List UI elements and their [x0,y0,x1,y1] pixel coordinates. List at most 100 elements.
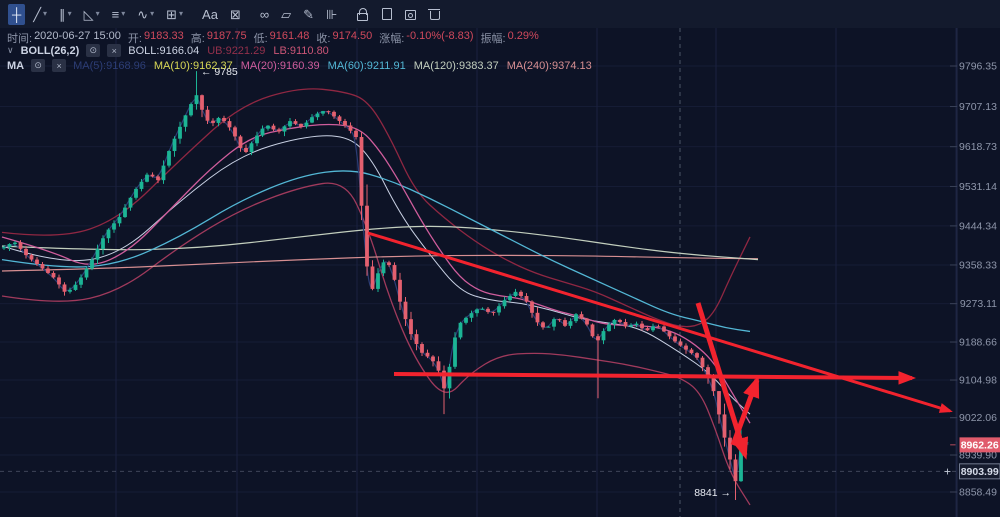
ma-indicator-row: MA ⊙ × MA(5):9168.96 MA(10):9162.37 MA(20)… [7,59,592,72]
boll-value: LB:9110.80 [273,44,329,57]
crosshair-tool[interactable]: ┼ [8,3,26,25]
y-axis-tick-label: 9358.33 [959,259,997,271]
crosshair-price-value: 8903.99 [961,466,999,478]
bounce-arrow [730,375,760,446]
ma-indicator-title: MA [7,59,25,72]
boll-close-icon[interactable]: × [107,44,122,57]
lock-drawings-tool[interactable] [352,4,372,25]
trend-line-tool-icon: ╱ [33,6,42,22]
horizontal-line-tool-icon: ≡ [111,6,120,22]
rectangle-tool[interactable]: ⊞ ▾ [162,4,187,25]
y-axis-tick-label: 9104.98 [959,375,997,387]
indicator-line-ma240 [1,254,759,272]
y-axis-tick-label: 9531.14 [959,181,997,193]
ma-value: MA(5):9168.96 [73,59,146,72]
support-line [393,371,916,385]
measure-tool-icon: ⊪ [326,6,338,22]
descending-trendline [367,231,953,413]
pitchfork-tool-icon: ◺ [83,6,94,22]
y-axis-tick-label: 9444.34 [959,220,997,232]
ohlc-field: 收: 9174.50 [316,30,373,45]
crosshair-price-badge [959,463,1000,480]
y-axis-tick-label: 8939.90 [959,450,997,462]
crosshair-tool-icon: ┼ [12,6,22,22]
snapshot-tool-icon [404,8,416,20]
boll-settings-icon[interactable]: ⊙ [86,44,101,57]
ma-value: MA(10):9162.37 [153,59,233,72]
chevron-down-icon[interactable]: ∨ [7,45,14,55]
chevron-down-icon: ▾ [179,9,184,18]
ma-close-icon[interactable]: × [52,59,67,72]
pitchfork-tool[interactable]: ◺ ▾ [80,4,104,25]
eraser-tool[interactable]: ▱ [277,4,295,25]
indicator-line-ma60 [1,170,751,333]
session-low-label: 8841 → [694,487,731,499]
y-axis-tick-label: 9618.73 [959,141,997,153]
ohlc-field: 高: 9187.75 [190,30,247,45]
ohlc-field: 开: 9183.33 [127,30,184,45]
ohlc-info-row: 时间: 2020-06-27 15:00 开: 9183.33 高: 9187.75 低: 9… [7,30,539,46]
parallel-channel-tool-icon: ∥ [59,6,66,22]
text-tool[interactable]: Aa [198,4,222,25]
indicator-line-ma20 [1,123,751,424]
freehand-brush-tool[interactable]: ✎ [299,4,318,25]
ma-value: MA(120):9383.37 [413,59,499,72]
text-tool-icon: Aa [202,6,218,22]
bookmark-tool[interactable] [376,4,396,25]
ma-value: MA(240):9374.13 [506,59,592,72]
rectangle-tool-icon: ⊞ [166,6,178,22]
erase-drawings-tool[interactable]: ⊠ [226,4,245,25]
boll-indicator-title: BOLL(26,2) [20,44,80,57]
indicator-line-boll_ub [1,88,751,328]
drawing-toolbar: ┼ ╱ ▾ ∥ ▾ ◺ ▾ ≡ ▾ ∿ ▾ ⊞ ▾ Aa ⊠ ∞ ▱ ✎ ⊪ [0,0,1000,28]
horizontal-line-tool[interactable]: ≡ ▾ [108,4,130,25]
indicator-line-ma120 [1,225,759,261]
boll-value: UB:9221.29 [207,44,266,57]
delete-drawings-tool-icon [428,8,440,20]
snapshot-tool[interactable] [400,4,420,25]
erase-drawings-tool-icon: ⊠ [229,6,241,22]
circle-link-tool[interactable]: ∞ [256,4,273,25]
current-price-badge [959,437,1000,453]
chevron-down-icon: ▾ [95,9,100,18]
delete-drawings-tool[interactable] [424,4,444,25]
ohlc-field: 涨幅: -0.10%(-8.83) [379,30,474,45]
ohlc-field: 时间: 2020-06-27 15:00 [7,30,121,45]
candles-down [18,94,738,500]
wave-pattern-tool-icon: ∿ [137,6,149,22]
ohlc-field: 振幅: 0.29% [480,30,539,45]
ohlc-field: 低: 9161.48 [253,30,310,45]
ma-value: MA(20):9160.39 [240,59,320,72]
y-axis-tick-label: 9273.11 [960,298,997,310]
wave-pattern-tool[interactable]: ∿ ▾ [133,4,158,25]
chevron-down-icon: ▾ [150,9,155,18]
lock-drawings-tool-icon [356,8,368,21]
trend-line-tool[interactable]: ╱ ▾ [29,4,51,25]
y-axis-tick-label: 8858.49 [959,487,997,499]
chevron-down-icon: ▾ [43,9,48,18]
boll-value: BOLL:9166.04 [128,44,200,57]
ma-settings-icon[interactable]: ⊙ [31,59,46,72]
eraser-tool-icon: ▱ [281,6,292,22]
measure-tool[interactable]: ⊪ [322,4,341,25]
candles-up [2,71,749,482]
y-axis-tick-label: 9796.35 [959,61,997,73]
y-axis-tick-label: 9022.06 [959,412,997,424]
ma-value: MA(60):9211.91 [327,59,406,72]
y-axis-tick-label: 9707.13 [959,101,997,113]
minus-icon: − [950,439,956,451]
parallel-channel-tool[interactable]: ∥ ▾ [55,4,76,25]
y-axis-tick-label: 9188.66 [959,337,997,349]
freehand-brush-tool-icon: ✎ [303,6,315,22]
circle-link-tool-icon: ∞ [259,6,270,22]
indicator-line-ma5 [1,98,749,476]
chevron-down-icon: ▾ [121,9,126,18]
current-price-value: 8962.26 [961,439,999,451]
bookmark-tool-icon [380,8,392,20]
indicator-line-boll_mb [1,135,751,415]
session-high-label: ← 9785 [201,66,238,78]
add-alert-plus-icon: + [944,464,951,478]
boll-indicator-row: ∨ BOLL(26,2) ⊙ × BOLL:9166.04 UB:9221.29 L… [7,44,329,57]
